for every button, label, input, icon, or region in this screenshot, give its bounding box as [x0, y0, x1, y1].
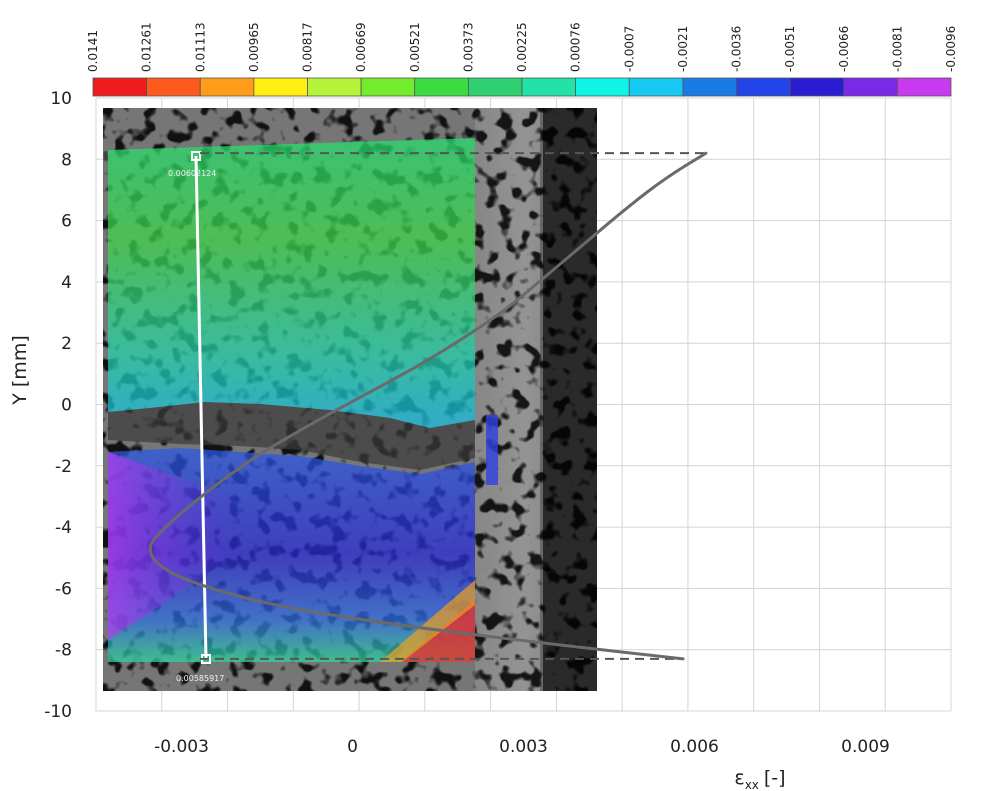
x-tick-labels: -0.003 0 0.003 0.006 0.009 — [154, 737, 890, 757]
y-tick-label: 4 — [61, 273, 72, 293]
colorbar-segment — [146, 77, 201, 97]
x-tick-label: 0.009 — [841, 737, 890, 757]
colorbar-label: -0.0021 — [676, 26, 690, 72]
colorbar-label: -0.0096 — [944, 26, 958, 72]
y-tick-label: 0 — [61, 396, 72, 416]
colorbar-segment — [307, 77, 362, 97]
x-tick-label: -0.003 — [154, 737, 209, 757]
colorbar-segment — [521, 77, 577, 97]
top-point-value: 0.00602124 — [168, 169, 216, 178]
y-tick-label: -6 — [55, 579, 72, 599]
x-axis-label-sub: xx — [745, 778, 759, 791]
colorbar-segment — [628, 77, 684, 97]
colorbar-label: -0.0066 — [837, 26, 851, 72]
colorbar-segment — [843, 77, 898, 97]
colorbar-segment — [467, 77, 523, 97]
colorbar-segment — [736, 77, 791, 97]
colorbar-label: 0.00817 — [301, 22, 315, 72]
colorbar-label: 0.00373 — [461, 22, 475, 72]
y-tick-label: 8 — [61, 150, 72, 170]
extraction-line — [194, 155, 208, 660]
x-axis-label-unit: [-] — [764, 767, 786, 789]
y-tick-label: 6 — [61, 212, 72, 232]
x-axis-label: εxx [-] — [734, 767, 785, 791]
colorbar-segment — [414, 77, 469, 97]
y-tick-labels: 10 8 6 4 2 0 -2 -4 -6 -8 -10 — [44, 89, 72, 722]
y-tick-label: -10 — [44, 702, 72, 722]
colorbar-segment — [575, 77, 630, 97]
x-tick-label: 0.006 — [670, 737, 719, 757]
colorbar-label: -0.0051 — [783, 26, 797, 72]
colorbar-label: -0.0036 — [730, 26, 744, 72]
colorbar-label: 0.00669 — [354, 22, 368, 72]
colorbar-label: 0.01113 — [193, 22, 207, 72]
colorbar-segment — [253, 77, 308, 97]
x-tick-label: 0 — [347, 737, 358, 757]
colorbar-label: 0.00076 — [569, 22, 583, 72]
colorbar — [92, 77, 952, 97]
colorbar-label: -0.0007 — [622, 26, 636, 72]
guide-lines — [200, 152, 706, 660]
colorbar-segment — [92, 77, 148, 97]
colorbar-label: 0.00521 — [408, 22, 422, 72]
colorbar-label: -0.0081 — [890, 26, 904, 72]
x-axis-label-main: ε — [734, 767, 744, 789]
colorbar-label: 0.0141 — [86, 30, 100, 72]
y-tick-label: -8 — [55, 641, 72, 661]
y-tick-label: 2 — [61, 334, 72, 354]
colorbar-label: 0.01261 — [140, 22, 154, 72]
y-tick-label: 10 — [50, 89, 72, 109]
colorbar-label: 0.00965 — [247, 22, 261, 72]
strain-field-top — [108, 138, 475, 428]
y-tick-label: -4 — [55, 518, 72, 538]
strain-profile-line — [148, 151, 708, 661]
x-tick-label: 0.003 — [499, 737, 548, 757]
colorbar-segment — [199, 77, 255, 97]
colorbar-labels: 0.0141 0.01261 0.01113 0.00965 0.00817 0.0066… — [86, 22, 958, 72]
y-axis-label: Y [mm] — [9, 335, 31, 406]
colorbar-segment — [682, 77, 737, 97]
colorbar-segment — [789, 77, 845, 97]
y-tick-label: -2 — [55, 457, 72, 477]
colorbar-segment — [896, 77, 952, 97]
colorbar-label: 0.00225 — [515, 22, 529, 72]
colorbar-segment — [360, 77, 416, 97]
bottom-point-value: 0.00585917 — [176, 674, 224, 683]
dic-photo: 0.00602124 0.00585917 — [103, 108, 597, 691]
